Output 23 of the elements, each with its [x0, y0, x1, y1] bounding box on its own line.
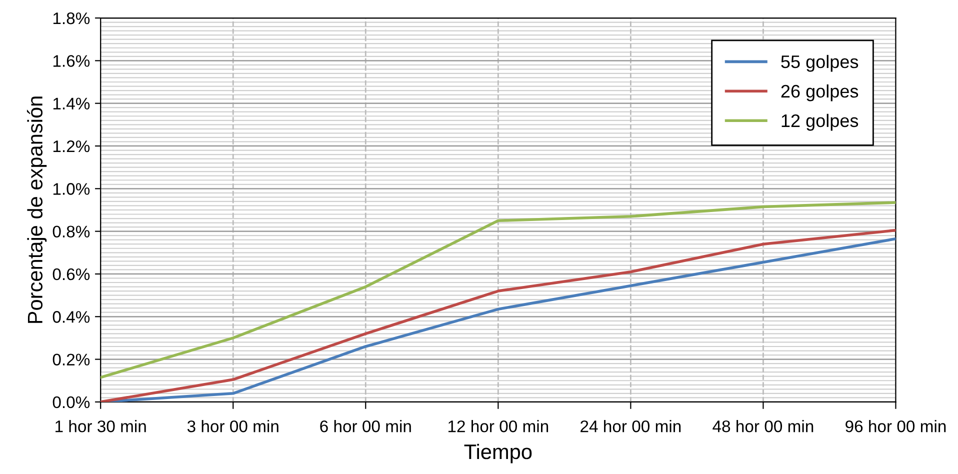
legend-label: 55 golpes	[781, 54, 858, 72]
legend-label: 26 golpes	[781, 84, 858, 102]
x-tick-label: 96 hor 00 min	[846, 420, 946, 432]
y-tick-label: 1.6%	[53, 55, 90, 67]
x-tick-label: 6 hor 00 min	[320, 420, 411, 432]
y-tick-label: 0.8%	[52, 226, 90, 238]
y-tick-label: 1.8%	[53, 12, 90, 24]
x-tick-label: 48 hor 00 min	[712, 420, 814, 432]
legend-label: 12 golpes	[782, 114, 858, 131]
x-tick-label: 12 hor 00 min	[448, 420, 548, 432]
y-tick-label: 0.6%	[52, 268, 90, 280]
x-axis-title: Tiempo	[464, 444, 532, 464]
line-series	[100, 201, 896, 379]
y-tick-label: 1.4%	[53, 98, 90, 110]
x-tick-label: 1 hor 30 min	[56, 420, 146, 432]
x-tick-label: 3 hor 00 min	[187, 420, 278, 432]
x-tick-label: 24 hor 00 min	[580, 420, 681, 432]
y-tick-label: 0.4%	[52, 311, 90, 323]
y-axis-title: Porcentaje de expansión	[26, 96, 47, 323]
y-tick-label: 0.0%	[52, 396, 90, 408]
y-tick-label: 1.2%	[53, 140, 90, 152]
y-tick-label: 1.0%	[53, 183, 90, 195]
y-tick-label: 0.2%	[52, 354, 90, 366]
